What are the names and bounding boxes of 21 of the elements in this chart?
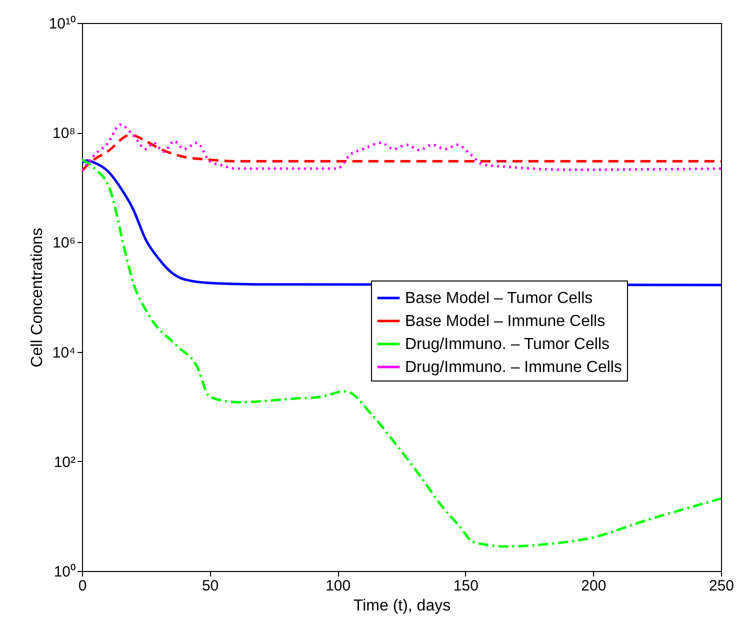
- legend-label: Drug/Immuno. – Immune Cells: [405, 359, 622, 376]
- x-tick-label: 250: [708, 578, 734, 594]
- y-tick-label: 10⁴: [52, 344, 76, 362]
- y-tick-label: 10²: [54, 454, 76, 471]
- x-tick-label: 0: [78, 578, 87, 594]
- y-tick-label: 10¹⁰: [48, 16, 76, 32]
- x-axis-title: Time (t), days: [353, 598, 451, 614]
- line-series: [82, 158, 721, 548]
- x-tick-label: 100: [326, 578, 351, 594]
- legend-label: Base Model – Immune Cells: [405, 313, 606, 330]
- y-tick-label: 10⁸: [52, 125, 76, 142]
- legend-label: Base Model – Tumor Cells: [405, 290, 593, 308]
- x-tick-label: 50: [202, 578, 219, 594]
- legend-label: Drug/Immuno. – Tumor Cells: [405, 336, 610, 354]
- y-axis-title: Cell Concentrations: [28, 228, 46, 368]
- x-tick-label: 200: [581, 578, 606, 594]
- y-tick-label: 10⁰: [54, 564, 76, 580]
- x-tick-label: 150: [453, 578, 478, 594]
- y-tick-label: 10⁶: [52, 234, 76, 252]
- line-series: [82, 134, 721, 172]
- line-series: [82, 123, 721, 172]
